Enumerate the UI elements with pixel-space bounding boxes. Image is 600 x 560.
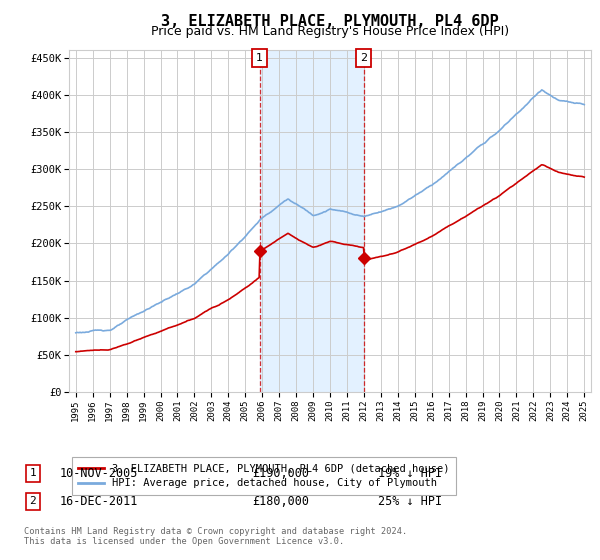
Text: Price paid vs. HM Land Registry's House Price Index (HPI): Price paid vs. HM Land Registry's House …	[151, 25, 509, 38]
Text: 25% ↓ HPI: 25% ↓ HPI	[378, 494, 442, 508]
Text: 10-NOV-2005: 10-NOV-2005	[60, 466, 139, 480]
Text: £190,000: £190,000	[252, 466, 309, 480]
Bar	[260, 50, 364, 392]
Text: 2: 2	[29, 496, 37, 506]
Legend: 3, ELIZABETH PLACE, PLYMOUTH, PL4 6DP (detached house), HPI: Average price, deta: 3, ELIZABETH PLACE, PLYMOUTH, PL4 6DP (d…	[71, 457, 456, 494]
Text: 2: 2	[361, 53, 367, 63]
Text: Contains HM Land Registry data © Crown copyright and database right 2024.
This d: Contains HM Land Registry data © Crown c…	[24, 526, 407, 546]
Text: 3, ELIZABETH PLACE, PLYMOUTH, PL4 6DP: 3, ELIZABETH PLACE, PLYMOUTH, PL4 6DP	[161, 14, 499, 29]
Text: £180,000: £180,000	[252, 494, 309, 508]
Text: 1: 1	[256, 53, 263, 63]
Text: 16-DEC-2011: 16-DEC-2011	[60, 494, 139, 508]
Text: 1: 1	[29, 468, 37, 478]
Text: 19% ↓ HPI: 19% ↓ HPI	[378, 466, 442, 480]
